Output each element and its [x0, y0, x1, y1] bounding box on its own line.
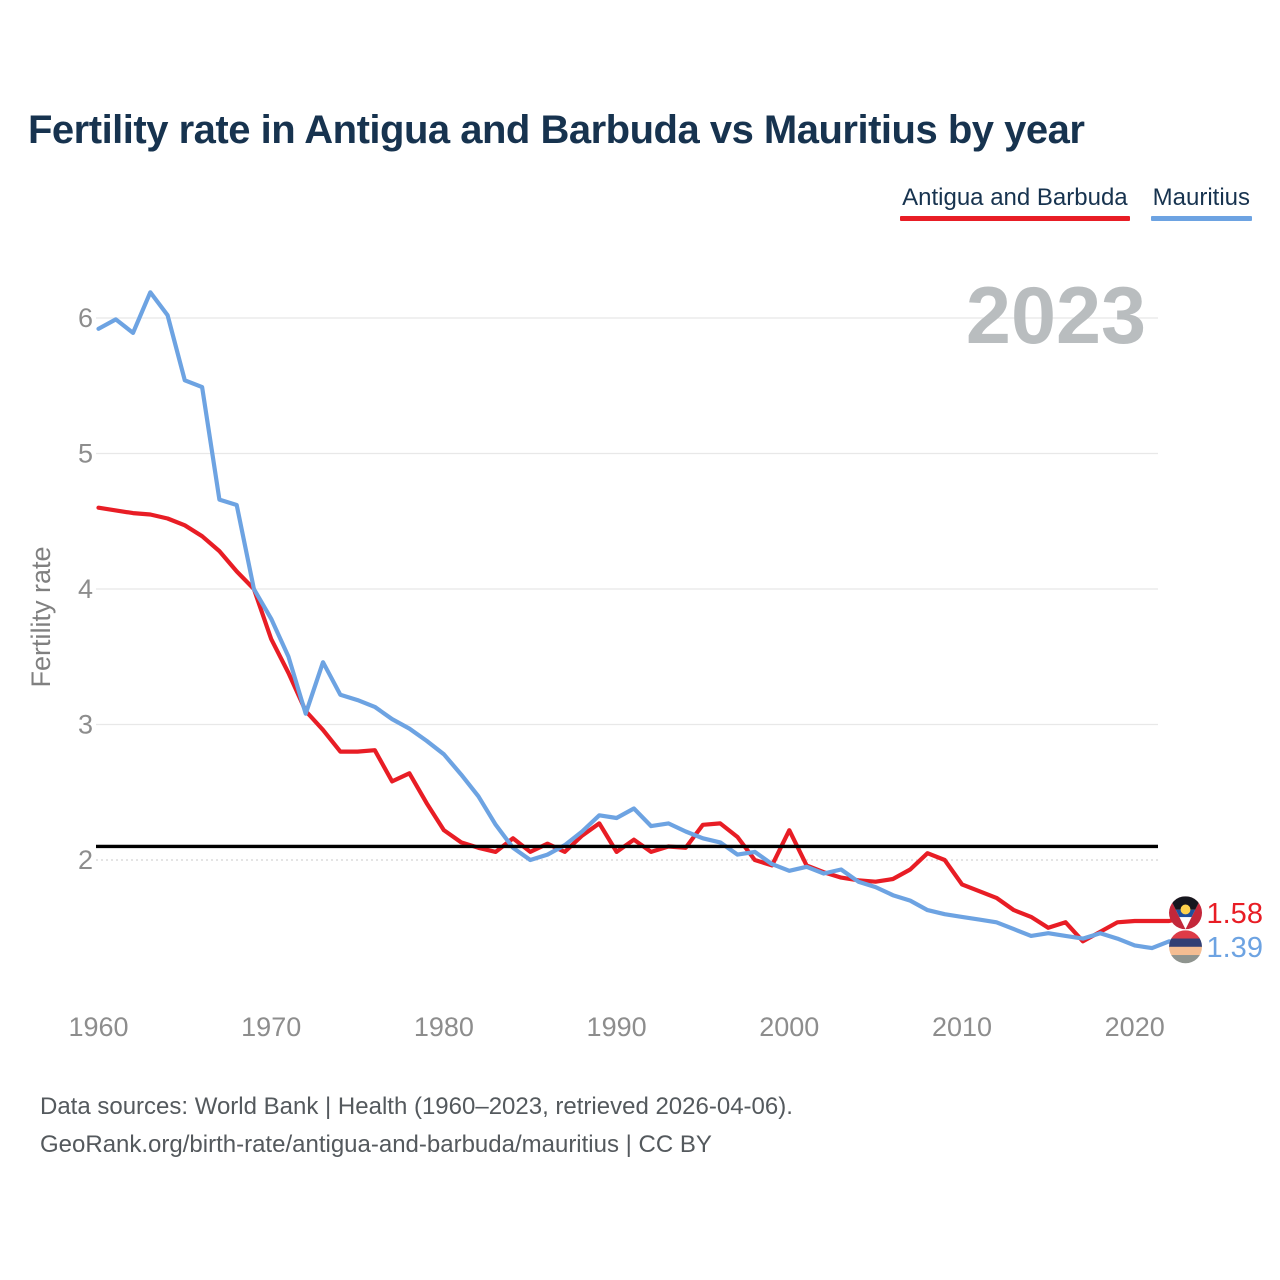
legend: Antigua and Barbuda Mauritius: [900, 184, 1252, 221]
watermark-year: 2023: [966, 271, 1146, 361]
page-title: Fertility rate in Antigua and Barbuda vs…: [28, 108, 1085, 152]
attribution-line: GeoRank.org/birth-rate/antigua-and-barbu…: [40, 1131, 712, 1158]
legend-item-antigua-and-barbuda[interactable]: Antigua and Barbuda: [900, 184, 1130, 221]
series-line-mauritius[interactable]: [96, 290, 1189, 951]
y-axis-title: Fertility rate: [26, 546, 56, 687]
legend-underline-antigua-and-barbuda: [900, 216, 1130, 221]
legend-item-mauritius[interactable]: Mauritius: [1150, 184, 1252, 221]
legend-label-antigua-and-barbuda: Antigua and Barbuda: [902, 184, 1128, 211]
legend-underline-mauritius: [1150, 216, 1252, 221]
footer: Data sources: World Bank | Health (1960–…: [40, 1088, 793, 1164]
x-tick-label: 2000: [759, 1012, 819, 1042]
y-tick-label: 3: [78, 710, 93, 740]
x-tick-label: 2020: [1105, 1012, 1165, 1042]
data-sources-line: Data sources: World Bank | Health (1960–…: [40, 1093, 793, 1120]
y-tick-label: 6: [78, 303, 93, 333]
end-value-label-antigua-and-barbuda: 1.58: [1207, 898, 1263, 930]
y-tick-label: 5: [78, 439, 93, 469]
end-value-label-mauritius: 1.39: [1207, 932, 1263, 964]
x-tick-label: 1960: [68, 1012, 128, 1042]
x-tick-label: 1990: [587, 1012, 647, 1042]
x-tick-label: 1970: [241, 1012, 301, 1042]
legend-label-mauritius: Mauritius: [1152, 184, 1250, 211]
antigua-and-barbuda-flag-icon: [1169, 896, 1203, 930]
x-tick-label: 1980: [414, 1012, 474, 1042]
y-tick-label: 2: [78, 845, 93, 875]
y-tick-label: 4: [78, 574, 93, 604]
x-tick-label: 2010: [932, 1012, 992, 1042]
mauritius-flag-icon: [1169, 930, 1203, 964]
